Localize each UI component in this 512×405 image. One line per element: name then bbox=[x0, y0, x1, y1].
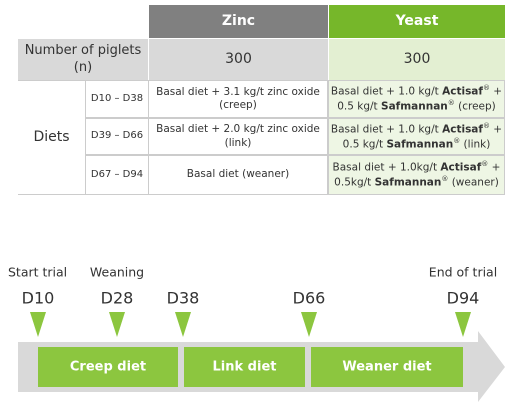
superscript: ® bbox=[453, 136, 461, 145]
cell-line: Basal diet + 3.1 kg/t zinc oxide bbox=[156, 86, 320, 99]
row-label-text: Number of piglets (n) bbox=[24, 43, 142, 75]
cell-line: 0.5kg/t Safmannan® (weaner) bbox=[334, 175, 499, 190]
diet-cell: Basal diet + 1.0 kg/t Actisaf® +0.5 kg/t… bbox=[328, 80, 505, 118]
phase-bar bbox=[311, 347, 463, 387]
cell-line: Basal diet + 1.0 kg/t Actisaf® + bbox=[331, 122, 502, 137]
bold-text: Actisaf bbox=[440, 161, 482, 174]
event-marker bbox=[30, 312, 46, 337]
cell-line: (link) bbox=[225, 137, 252, 150]
cell-line: 0.5 kg/t Safmannan® (link) bbox=[343, 137, 491, 152]
cell-line: Basal diet + 1.0 kg/t Actisaf® + bbox=[331, 84, 502, 99]
event-label: Start trial bbox=[8, 265, 67, 280]
piglet-count-text: 300 bbox=[403, 50, 431, 67]
text: (link) bbox=[460, 138, 491, 150]
bold-text: Actisaf bbox=[442, 85, 483, 98]
phase-label: Creep diet bbox=[70, 360, 146, 375]
text: (creep) bbox=[454, 100, 496, 113]
period-text: D67 – D94 bbox=[90, 168, 144, 180]
column-title: Zinc bbox=[221, 12, 256, 29]
bold-text: Actisaf bbox=[442, 123, 483, 136]
column-title: Yeast bbox=[395, 12, 439, 29]
column-header: Zinc bbox=[148, 5, 328, 38]
bold-text: Safmannan bbox=[381, 100, 448, 113]
text: Basal diet + 3.1 kg/t zinc oxide bbox=[156, 85, 320, 98]
text: 0.5kg/t bbox=[334, 176, 375, 189]
text: Basal diet + 1.0kg/t bbox=[332, 161, 441, 174]
piglet-count-text: 300 bbox=[225, 50, 252, 67]
text: Basal diet + 1.0 kg/t bbox=[330, 85, 443, 98]
event-day: D94 bbox=[447, 289, 480, 308]
event-day: D28 bbox=[101, 289, 134, 308]
diet-cell: Basal diet + 1.0kg/t Actisaf® +0.5kg/t S… bbox=[328, 155, 505, 195]
bold-text: Safmannan bbox=[374, 176, 442, 189]
text: 0.5 kg/t bbox=[342, 138, 387, 150]
text: (creep) bbox=[219, 99, 257, 111]
event-marker bbox=[109, 312, 125, 337]
superscript: ® bbox=[441, 175, 449, 183]
cell-line: Basal diet + 1.0kg/t Actisaf® + bbox=[333, 160, 501, 175]
superscript: ® bbox=[481, 160, 489, 169]
period-text: D39 – D66 bbox=[90, 130, 144, 142]
text: (link) bbox=[224, 136, 252, 149]
event-marker bbox=[455, 312, 471, 337]
diet-cell: Basal diet + 3.1 kg/t zinc oxide (creep) bbox=[148, 80, 328, 118]
superscript: ® bbox=[447, 99, 455, 107]
period: D39 – D66 bbox=[85, 118, 148, 155]
piglet-count: 300 bbox=[148, 38, 328, 80]
period-text: D10 – D38 bbox=[90, 92, 144, 104]
event-label: Weaning bbox=[90, 265, 144, 280]
period: D10 – D38 bbox=[85, 80, 148, 118]
phase-label: Weaner diet bbox=[342, 360, 431, 375]
event-day: D38 bbox=[167, 289, 200, 308]
bold-text: Safmannan bbox=[386, 138, 454, 150]
text: 0.5 kg/t bbox=[337, 100, 382, 113]
cell-line: Basal diet (weaner) bbox=[187, 168, 289, 181]
row-label: Diets bbox=[18, 80, 85, 195]
diet-cell: Basal diet + 1.0 kg/t Actisaf® +0.5 kg/t… bbox=[328, 118, 505, 155]
text: Basal diet (weaner) bbox=[186, 168, 290, 181]
row-label: Number of piglets (n) bbox=[18, 38, 148, 80]
cell-line: 0.5 kg/t Safmannan® (creep) bbox=[337, 99, 496, 114]
diet-cell: Basal diet + 2.0 kg/t zinc oxide (link) bbox=[148, 118, 328, 155]
phase-bar bbox=[184, 347, 305, 387]
event-marker bbox=[175, 312, 191, 337]
column-header: Yeast bbox=[328, 5, 505, 38]
cell-line: (creep) bbox=[219, 99, 257, 112]
row-label-text: Diets bbox=[33, 128, 70, 145]
text: + bbox=[489, 123, 503, 136]
cell-line: Basal diet + 2.0 kg/t zinc oxide bbox=[156, 123, 320, 136]
text: (weaner) bbox=[448, 176, 499, 189]
text: + bbox=[488, 161, 501, 174]
text: Basal diet + 1.0 kg/t bbox=[330, 123, 443, 136]
piglet-count: 300 bbox=[328, 38, 505, 80]
event-day: D66 bbox=[293, 289, 326, 308]
phase-bar bbox=[38, 347, 178, 387]
event-marker bbox=[301, 312, 317, 337]
phase-label: Link diet bbox=[213, 360, 277, 375]
superscript: ® bbox=[482, 121, 490, 130]
diet-cell: Basal diet (weaner) bbox=[148, 155, 328, 195]
event-day: D10 bbox=[22, 289, 55, 308]
period: D67 – D94 bbox=[85, 155, 148, 195]
text: Basal diet + 2.0 kg/t zinc oxide bbox=[156, 123, 320, 136]
superscript: ® bbox=[482, 84, 490, 93]
event-label: End of trial bbox=[429, 265, 497, 280]
text: + bbox=[489, 85, 503, 98]
